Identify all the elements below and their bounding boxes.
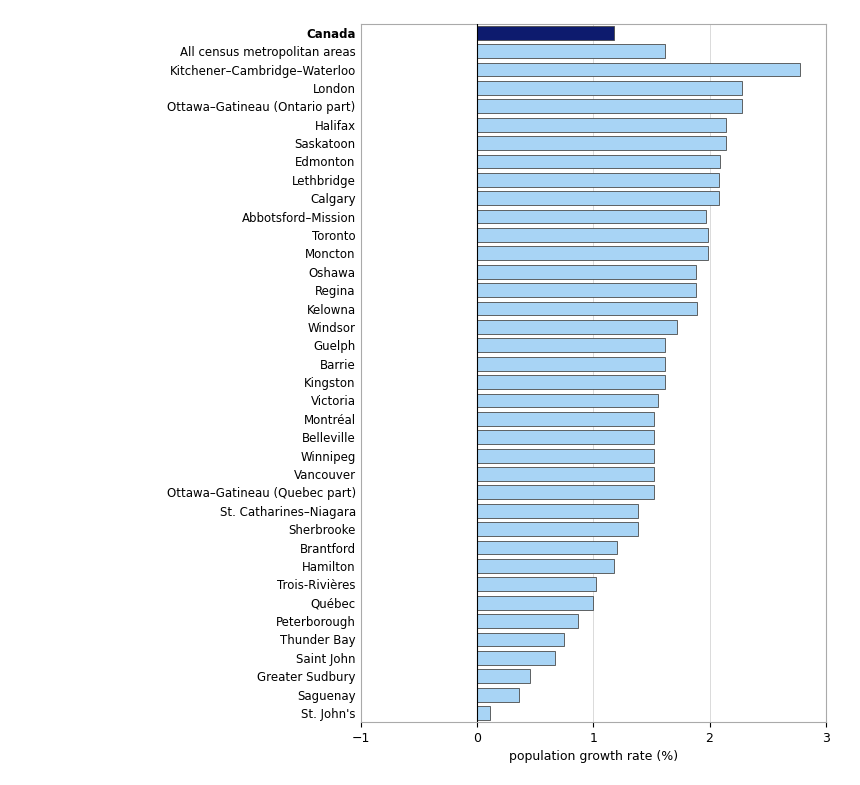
Bar xyxy=(477,44,666,58)
Bar xyxy=(477,155,720,168)
Bar xyxy=(477,504,637,517)
Bar xyxy=(477,578,596,591)
X-axis label: population growth rate (%): population growth rate (%) xyxy=(509,750,678,764)
Bar xyxy=(477,688,519,702)
Bar xyxy=(477,651,555,665)
Bar xyxy=(477,633,564,646)
Bar xyxy=(477,26,614,39)
Bar xyxy=(477,559,614,573)
Bar xyxy=(477,283,696,297)
Bar xyxy=(477,485,654,499)
Bar xyxy=(477,596,593,610)
Bar xyxy=(477,301,697,316)
Bar xyxy=(477,522,637,536)
Bar xyxy=(477,320,677,334)
Bar xyxy=(477,393,659,407)
Bar xyxy=(477,357,666,371)
Bar xyxy=(477,192,719,205)
Bar xyxy=(477,100,742,113)
Bar xyxy=(477,375,666,389)
Bar xyxy=(477,430,654,444)
Bar xyxy=(477,81,742,95)
Bar xyxy=(477,541,617,554)
Bar xyxy=(477,412,654,425)
Bar xyxy=(477,173,719,187)
Bar xyxy=(477,246,709,261)
Bar xyxy=(477,467,654,481)
Bar xyxy=(477,118,726,132)
Bar xyxy=(477,614,578,628)
Bar xyxy=(477,228,709,242)
Bar xyxy=(477,338,666,352)
Bar xyxy=(477,136,726,150)
Bar xyxy=(477,265,696,279)
Bar xyxy=(477,63,800,76)
Bar xyxy=(477,670,530,683)
Bar xyxy=(477,210,706,224)
Bar xyxy=(477,706,490,720)
Bar xyxy=(477,449,654,462)
